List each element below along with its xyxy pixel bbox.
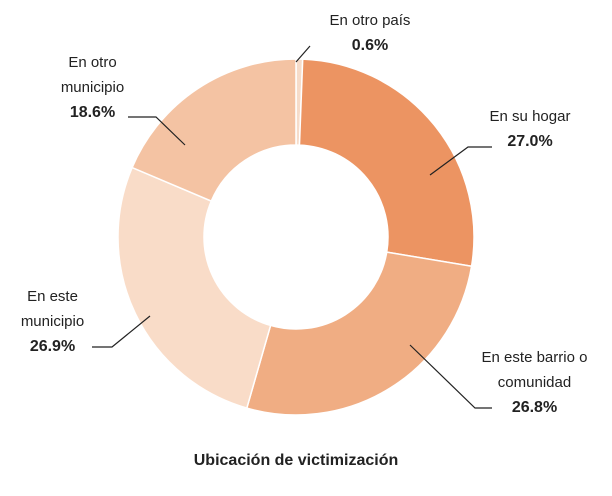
chart-title: Ubicación de victimización — [193, 452, 399, 469]
value-label: 18.6% — [69, 104, 116, 121]
category-label: En otro país — [329, 12, 411, 29]
slice — [131, 58, 297, 203]
leader-line — [409, 344, 492, 409]
value-label: 0.6% — [351, 37, 389, 54]
slice — [298, 58, 475, 268]
category-label: En este municipio — [20, 288, 85, 330]
slice-label: En su hogar 27.0% — [470, 104, 590, 154]
value-label: 26.8% — [511, 399, 558, 416]
value-label: 26.9% — [29, 338, 76, 355]
leader-line — [92, 315, 151, 348]
slice-label: En otro país 0.6% — [300, 8, 440, 58]
category-label: En otro municipio — [60, 54, 125, 96]
slices — [117, 58, 475, 416]
leader-lines — [92, 45, 492, 409]
leader-line — [295, 45, 311, 63]
slice-label: En este municipio 26.9% — [5, 284, 100, 359]
category-label: En este barrio o comunidad — [481, 349, 588, 391]
slice — [245, 251, 473, 416]
slice-label: En este barrio o comunidad 26.8% — [462, 345, 607, 420]
leader-line — [128, 116, 186, 146]
leader-line — [429, 146, 492, 176]
category-label: En su hogar — [489, 108, 571, 125]
value-label: 27.0% — [507, 133, 553, 150]
slice-label: En otro municipio 18.6% — [45, 50, 140, 125]
slice — [117, 166, 272, 410]
